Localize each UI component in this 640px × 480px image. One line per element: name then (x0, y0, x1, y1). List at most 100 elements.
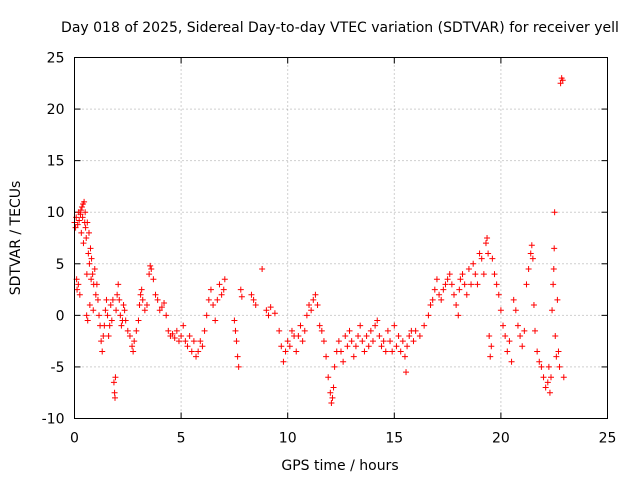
data-point-plus (380, 338, 387, 345)
x-tick-label: 10 (279, 431, 297, 447)
data-point-plus (276, 327, 283, 334)
data-point-plus (318, 327, 325, 334)
data-point-plus (416, 332, 423, 339)
data-point-plus (83, 235, 90, 241)
data-point-plus (214, 296, 221, 303)
data-point-plus (429, 296, 436, 303)
data-point-plus (190, 338, 197, 345)
data-point-plus (83, 271, 90, 278)
data-point-plus (476, 250, 483, 257)
data-point-plus (504, 348, 511, 355)
data-point-plus (548, 374, 555, 381)
data-point-plus (220, 286, 227, 293)
data-point-plus (517, 332, 524, 339)
data-point-plus (455, 312, 462, 319)
data-point-plus (491, 271, 498, 278)
y-tick-label: 0 (56, 308, 65, 324)
data-point-plus (85, 229, 92, 236)
data-point-plus (559, 77, 566, 84)
data-point-plus (488, 343, 495, 350)
data-point-plus (117, 312, 124, 319)
data-point-plus (404, 343, 411, 350)
data-point-plus (550, 265, 557, 272)
data-point-plus (468, 281, 475, 288)
data-point-plus (544, 379, 551, 386)
data-point-plus (549, 307, 556, 314)
data-point-plus (323, 353, 330, 360)
data-point-plus (150, 276, 157, 283)
data-point-plus (175, 338, 182, 345)
data-point-plus (75, 281, 82, 288)
data-point-plus (389, 348, 396, 355)
data-point-plus (540, 374, 547, 381)
data-point-plus (118, 322, 125, 329)
data-point-plus (106, 322, 113, 329)
data-point-plus (282, 348, 289, 355)
data-point-plus (105, 332, 112, 339)
data-point-plus (554, 296, 561, 303)
data-point-plus (113, 307, 120, 314)
data-point-plus (267, 304, 274, 311)
data-point-plus (99, 348, 106, 355)
data-point-plus (271, 310, 278, 317)
data-point-plus (306, 302, 313, 309)
data-point-plus (350, 353, 357, 360)
data-point-plus (88, 276, 95, 283)
data-point-plus (126, 332, 133, 339)
data-point-plus (472, 271, 479, 278)
data-point-plus (301, 327, 308, 334)
data-point-plus (310, 296, 317, 303)
grid-lines (74, 57, 608, 419)
data-point-plus (284, 338, 291, 345)
data-point-plus (461, 281, 468, 288)
data-point-plus (359, 338, 366, 345)
data-point-plus (438, 296, 445, 303)
data-point-plus (116, 296, 123, 303)
data-point-plus (89, 271, 96, 278)
data-point-plus (529, 255, 536, 262)
data-point-plus (91, 265, 98, 272)
data-point-plus (297, 322, 304, 329)
data-point-plus (470, 260, 477, 267)
data-point-plus (101, 322, 108, 329)
data-point-plus (348, 338, 355, 345)
data-point-plus (331, 363, 338, 370)
data-point-plus (135, 317, 142, 324)
y-tick-label: 15 (47, 154, 65, 170)
y-tick-label: -5 (51, 360, 65, 376)
data-point-plus (493, 281, 500, 288)
data-point-plus (510, 296, 517, 303)
data-point-plus (82, 224, 89, 231)
data-point-plus (489, 255, 496, 262)
data-point-plus (83, 312, 90, 319)
data-point-plus (195, 348, 202, 355)
data-point-plus (152, 291, 159, 298)
data-point-plus (361, 348, 368, 355)
data-point-plus (485, 250, 492, 257)
data-point-plus (154, 296, 161, 303)
data-point-plus (459, 271, 466, 278)
data-point-plus (532, 327, 539, 334)
data-point-plus (138, 286, 145, 293)
data-point-plus (442, 281, 449, 288)
data-point-plus (457, 276, 464, 283)
data-point-plus (143, 302, 150, 309)
data-point-plus (427, 302, 434, 309)
x-tick-label: 20 (492, 431, 510, 447)
data-point-plus (556, 363, 563, 370)
data-point-plus (436, 291, 443, 298)
data-point-plus (109, 296, 116, 303)
data-point-plus (121, 307, 128, 314)
data-point-plus (130, 348, 137, 355)
x-tick-labels: 0 5 10 15 20 25 (70, 431, 616, 447)
data-point-plus (235, 363, 242, 370)
data-point-plus (178, 332, 185, 339)
data-point-plus (369, 338, 376, 345)
data-point-plus (551, 209, 558, 216)
y-tick-label: 5 (56, 257, 65, 273)
data-point-plus (102, 307, 109, 314)
axis-ticks (74, 57, 608, 419)
data-point-plus (100, 332, 107, 339)
data-point-plus (346, 327, 353, 334)
